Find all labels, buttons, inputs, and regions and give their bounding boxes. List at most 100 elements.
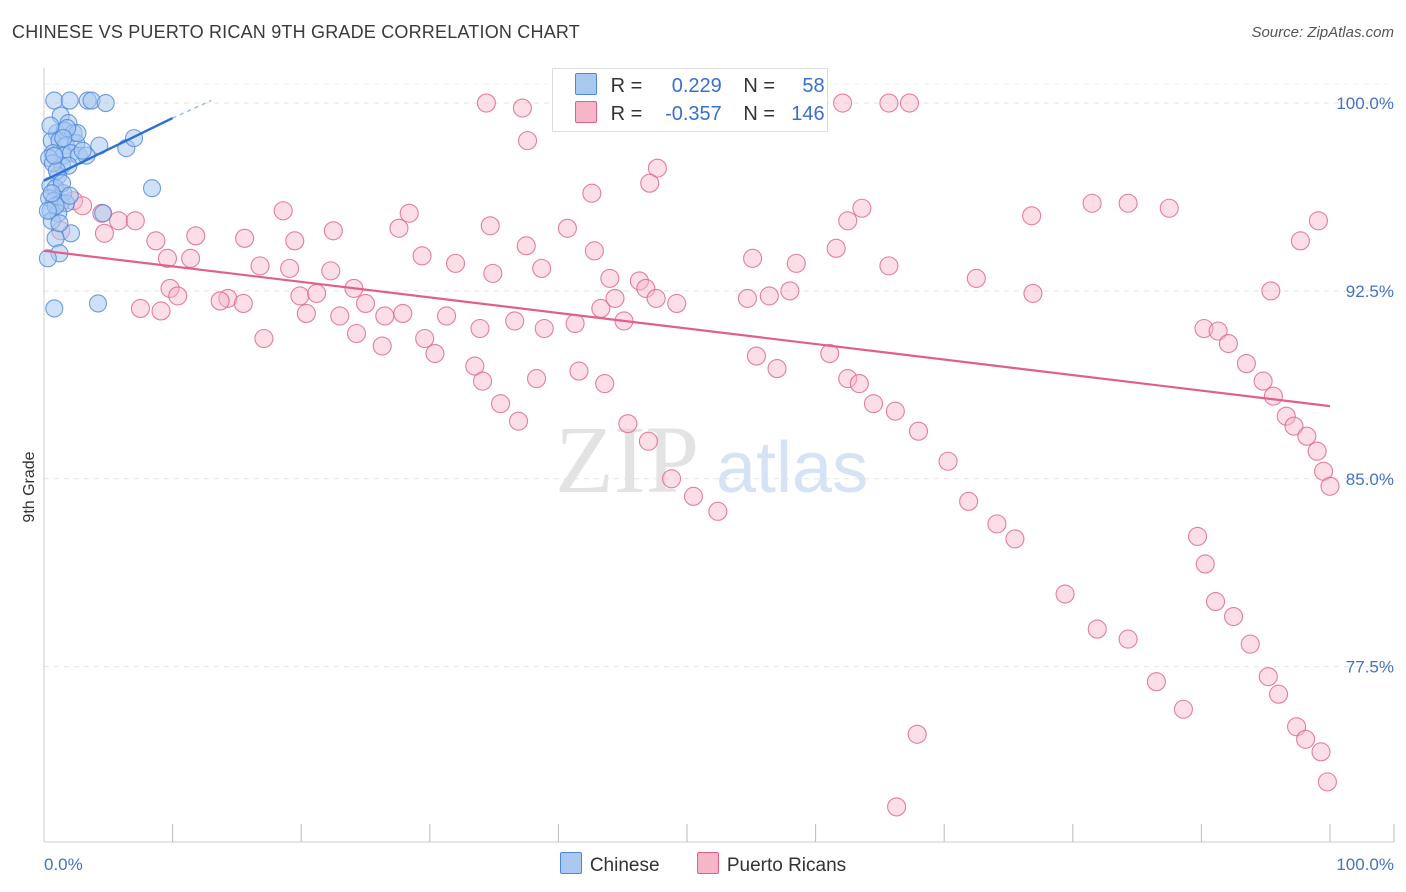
puerto-rican-point: [780, 281, 800, 301]
trend-lines: [43, 99, 1331, 408]
chinese-point: [60, 186, 79, 205]
puerto-rican-point: [372, 336, 392, 356]
puerto-rican-point: [470, 318, 490, 339]
puerto-rican-point: [908, 421, 929, 441]
puerto-rican-point: [330, 306, 350, 326]
y-tick-label: 85.0%: [1346, 470, 1394, 489]
puerto-rican-point: [833, 93, 853, 113]
puerto-rican-point: [296, 303, 316, 324]
puerto-rican-point: [852, 198, 872, 218]
legend-swatch-puerto-ricans: [575, 101, 597, 123]
puerto-rican-point: [662, 469, 682, 489]
puerto-rican-point: [1253, 371, 1273, 391]
puerto-rican-point: [1308, 211, 1328, 231]
puerto-rican-point: [959, 491, 979, 511]
puerto-rican-point: [1208, 321, 1228, 341]
puerto-rican-point: [1195, 554, 1215, 574]
puerto-rican-point: [1005, 529, 1025, 549]
puerto-rican-point: [210, 291, 230, 311]
puerto-rican-point: [759, 286, 779, 306]
puerto-rican-point: [1307, 441, 1327, 461]
puerto-rican-point: [508, 411, 529, 431]
legend-n-label: N =: [743, 75, 776, 97]
tick-labels: 77.5% 85.0% 92.5% 100.0% 0.0% 100.0%: [44, 94, 1394, 874]
puerto-rican-point: [483, 263, 503, 283]
puerto-rican-point: [273, 201, 293, 221]
puerto-rican-point: [168, 286, 188, 306]
chinese-point: [46, 229, 65, 248]
chinese-point: [54, 129, 73, 148]
puerto-rican-point: [307, 283, 327, 303]
stats-legend: R = 0.229 N = 58 R = -0.357 N = 146: [552, 68, 828, 132]
puerto-rican-point: [445, 253, 466, 273]
legend-n-value: 58: [802, 75, 825, 97]
chinese-point: [73, 141, 92, 160]
puerto-rican-point: [1187, 526, 1208, 546]
legend-row-puerto-ricans: R = -0.357 N = 146: [575, 101, 825, 129]
puerto-rican-point: [667, 293, 687, 313]
watermark-zip: ZIP: [555, 406, 699, 513]
puerto-rican-point: [526, 369, 547, 389]
puerto-rican-point: [820, 343, 840, 364]
puerto-rican-point: [618, 414, 638, 434]
puerto-rican-point: [1118, 629, 1138, 649]
puerto-ricans-points: [51, 93, 1340, 817]
chinese-point: [45, 91, 64, 110]
legend-r-value: -0.357: [665, 103, 722, 125]
puerto-rican-point: [1311, 742, 1331, 762]
puerto-rican-point: [1194, 318, 1214, 339]
puerto-rican-point: [743, 248, 763, 268]
legend-label-puerto-ricans: Puerto Ricans: [726, 855, 847, 876]
puerto-rican-point: [505, 311, 525, 331]
puerto-rican-point: [1297, 426, 1317, 446]
puerto-rican-point: [321, 261, 341, 281]
puerto-rican-point: [938, 451, 958, 471]
legend-item-puerto-ricans: Puerto Ricans: [696, 852, 847, 877]
chinese-trend-line: [43, 116, 174, 182]
puerto-ricans-trend-line: [43, 249, 1331, 408]
puerto-rican-point: [838, 369, 858, 389]
gridlines: [44, 83, 1394, 668]
chinese-point: [42, 184, 61, 203]
x-tick-label: 100.0%: [1336, 855, 1394, 874]
puerto-rican-point: [415, 328, 435, 349]
chinese-point: [96, 93, 115, 113]
puerto-rican-point: [534, 318, 554, 339]
puerto-rican-point: [186, 226, 206, 246]
puerto-rican-point: [1296, 729, 1316, 749]
y-axis-label: 9th Grade: [21, 451, 38, 522]
puerto-rican-point: [512, 98, 532, 118]
puerto-rican-point: [1082, 193, 1102, 213]
puerto-rican-point: [767, 359, 787, 379]
chinese-point: [38, 249, 57, 268]
puerto-rican-point: [412, 246, 432, 266]
puerto-rican-point: [476, 93, 496, 113]
puerto-rican-point: [516, 236, 536, 256]
chinese-point: [60, 91, 79, 110]
legend-r-label: R =: [610, 75, 643, 97]
puerto-rican-point: [1118, 193, 1138, 213]
puerto-rican-point: [1263, 386, 1283, 406]
puerto-rican-point: [1317, 772, 1337, 792]
legend-n-label: N =: [743, 103, 776, 125]
y-tick-label: 100.0%: [1336, 94, 1394, 113]
puerto-rican-point: [465, 356, 485, 376]
puerto-rican-point: [899, 93, 920, 113]
puerto-rican-point: [157, 248, 178, 268]
legend-r-label: R =: [610, 103, 643, 125]
chart-title: CHINESE VS PUERTO RICAN 9TH GRADE CORREL…: [12, 22, 580, 42]
puerto-rican-point: [94, 223, 114, 243]
chinese-point: [88, 294, 108, 313]
puerto-rican-point: [1146, 672, 1166, 692]
puerto-rican-point: [375, 306, 395, 326]
puerto-rican-point: [125, 211, 145, 231]
puerto-rican-point: [907, 724, 927, 744]
chinese-point: [94, 204, 113, 223]
y-tick-label: 77.5%: [1346, 658, 1394, 677]
puerto-rican-point: [885, 401, 905, 421]
puerto-rican-point: [987, 514, 1007, 534]
puerto-rican-point: [290, 286, 310, 306]
x-tick-label: 0.0%: [44, 855, 83, 874]
puerto-rican-point: [838, 211, 858, 231]
